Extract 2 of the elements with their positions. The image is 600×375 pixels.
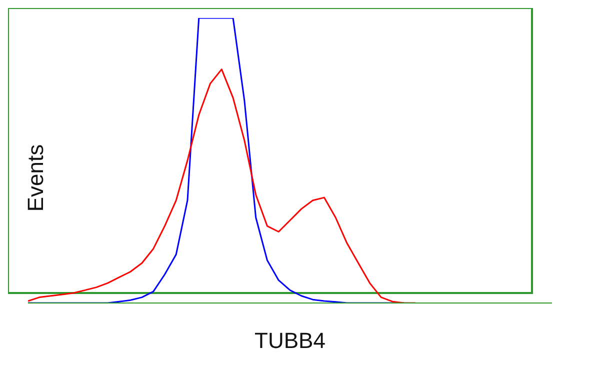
x-axis-title: TUBB4 [254, 328, 326, 353]
y-axis-title: Events [23, 144, 48, 212]
